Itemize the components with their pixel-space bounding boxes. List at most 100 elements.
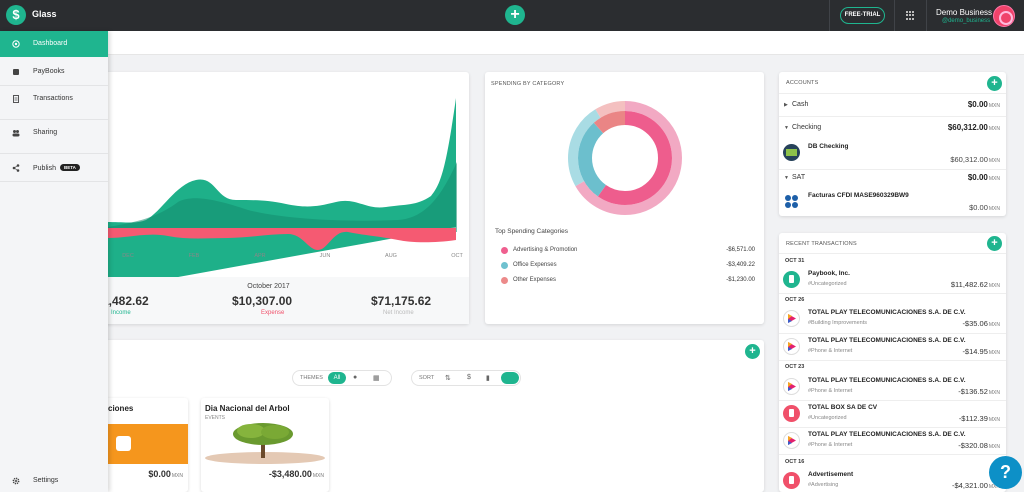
add-button[interactable]: + [505,5,525,25]
date-header: OCT 26 [785,297,805,303]
currency: MXN [988,158,1000,164]
x-label-feb: FEB [189,253,200,259]
donut-inner-blue [578,111,672,205]
sidebar-item-dashboard[interactable]: Dashboard [0,31,108,57]
app-logo[interactable]: $ [6,5,26,25]
legend-row[interactable]: Advertising & Promotion -$6,571.00 [501,245,755,257]
transaction-row[interactable]: TOTAL PLAY TELECOMUNICACIONES S.A. DE C.… [779,428,1006,454]
date-header: OCT 31 [785,258,805,264]
divider [0,119,108,120]
totalplay-logo-icon [783,310,800,327]
transaction-name: TOTAL BOX SA DE CV [808,404,878,411]
x-label-oct: OCT [451,253,463,259]
apps-grid-icon[interactable] [906,11,915,20]
avatar[interactable] [993,5,1015,27]
transaction-name: TOTAL PLAY TELECOMUNICACIONES S.A. DE C.… [808,377,966,384]
sidebar-item-publish[interactable]: Publish BETA [0,155,108,181]
paybook-title: Dia Nacional del Arbol [205,404,290,413]
totalplay-logo-icon [783,338,800,355]
sidebar-item-paybooks[interactable]: PayBooks [0,59,108,85]
accounts-title: ACCOUNTS [786,80,819,86]
transaction-row[interactable]: Paybook, Inc. #Uncategorized $11,482.62M… [779,267,1006,293]
sort-amount-icon[interactable]: $ [467,374,471,381]
divider [779,454,1006,455]
income-area-dark [108,162,457,232]
business-name[interactable]: Demo Business [936,8,993,17]
sidebar-item-sharing[interactable]: Sharing [0,120,108,146]
income-area [106,98,456,277]
currency: MXN [988,103,1000,109]
transaction-row[interactable]: TOTAL PLAY TELECOMUNICACIONES S.A. DE C.… [779,306,1006,332]
transaction-category: #Phone & Internet [808,442,853,448]
caret-down-icon: ▼ [784,175,789,181]
transaction-category: #Building Improvements [808,320,868,326]
add-account-button[interactable]: + [987,76,1002,91]
account-group-amount: $60,312.00 [947,123,988,132]
divider [779,400,1006,401]
help-button[interactable]: ? [989,456,1022,489]
paybook-title: ciones [108,404,134,413]
sort-numeric-icon[interactable]: ⇅ [445,375,451,382]
account-group-name: SAT [792,174,806,181]
transaction-name: TOTAL PLAY TELECOMUNICACIONES S.A. DE C.… [808,337,966,344]
tree-image [205,423,325,464]
user-icon[interactable]: ● [353,374,358,381]
account-group-sat[interactable]: ▼ SAT $0.00MXN [779,172,1006,186]
app-title: Glass [32,9,57,19]
currency: MXN [988,176,1000,182]
account-db-checking[interactable]: DB Checking $60,312.00MXN [779,138,1006,168]
calendar-icon[interactable]: ▦ [373,375,380,382]
transaction-row[interactable]: TOTAL BOX SA DE CV #Uncategorized -$112.… [779,401,1006,427]
transaction-row[interactable]: Advertisement #Advertising -$4,321.00MXN [779,468,1006,492]
spending-donut [568,101,682,215]
date-header: OCT 16 [785,459,805,465]
account-group-cash[interactable]: ▶ Cash $0.00MXN [779,99,1006,113]
sort-date-button[interactable] [501,372,519,384]
sidebar-item-transactions[interactable]: Transactions [0,86,108,112]
top-bar: $ Glass + FREE-TRIAL Demo Business @demo… [0,0,1024,31]
currency: MXN [988,417,1000,423]
legend-row[interactable]: Other Expenses -$1,230.00 [501,275,755,287]
account-group-name: Cash [792,101,809,108]
legend-row[interactable]: Office Expenses -$3,409.22 [501,260,755,272]
transaction-row[interactable]: TOTAL PLAY TELECOMUNICACIONES S.A. DE C.… [779,334,1006,360]
add-paybook-button[interactable]: + [745,344,760,359]
currency: MXN [988,444,1000,450]
currency: MXN [988,484,1000,490]
transaction-amount: -$4,321.00 [952,481,988,490]
document-icon [783,405,800,422]
totalplay-logo-icon [783,432,800,449]
top-spending-title: Top Spending Categories [495,228,568,235]
divider [926,0,927,31]
users-icon [12,130,20,137]
legend-value: -$6,571.00 [726,247,755,253]
document-icon [13,95,19,103]
paybook-card[interactable]: Dia Nacional del Arbol EVENTS -$3,480.00… [201,398,329,492]
book-icon[interactable]: ▮ [486,375,490,382]
theme-all-button[interactable]: All [328,372,346,384]
document-icon [783,472,800,489]
sidebar-item-settings[interactable]: Settings [0,468,108,492]
recent-transactions-card: RECENT TRANSACTIONS + OCT 31 Paybook, In… [779,233,1006,492]
transaction-row[interactable]: TOTAL PLAY TELECOMUNICACIONES S.A. DE C.… [779,374,1006,400]
x-label-aug: AUG [385,253,397,259]
free-trial-button[interactable]: FREE-TRIAL [840,7,885,24]
transaction-amount: -$14.95 [962,347,988,356]
x-label-dec: DEC [122,253,134,259]
divider [779,169,1006,170]
account-facturas[interactable]: Facturas CFDI MASE960329BW9 $0.00MXN [779,187,1006,215]
sort-label: SORT [419,375,435,381]
divider [779,427,1006,428]
themes-label: THEMES [300,375,323,381]
add-transaction-button[interactable]: + [987,236,1002,251]
target-icon [12,40,20,48]
divider [779,360,1006,361]
account-group-checking[interactable]: ▼ Checking $60,312.00MXN [779,122,1006,136]
user-icon [116,436,131,451]
beta-badge: BETA [59,164,80,171]
net-income-label: Net Income [383,310,414,316]
caret-right-icon: ▶ [784,102,788,108]
date-header: OCT 23 [785,364,805,370]
book-icon [13,69,19,75]
transaction-amount: -$35.06 [962,319,988,328]
